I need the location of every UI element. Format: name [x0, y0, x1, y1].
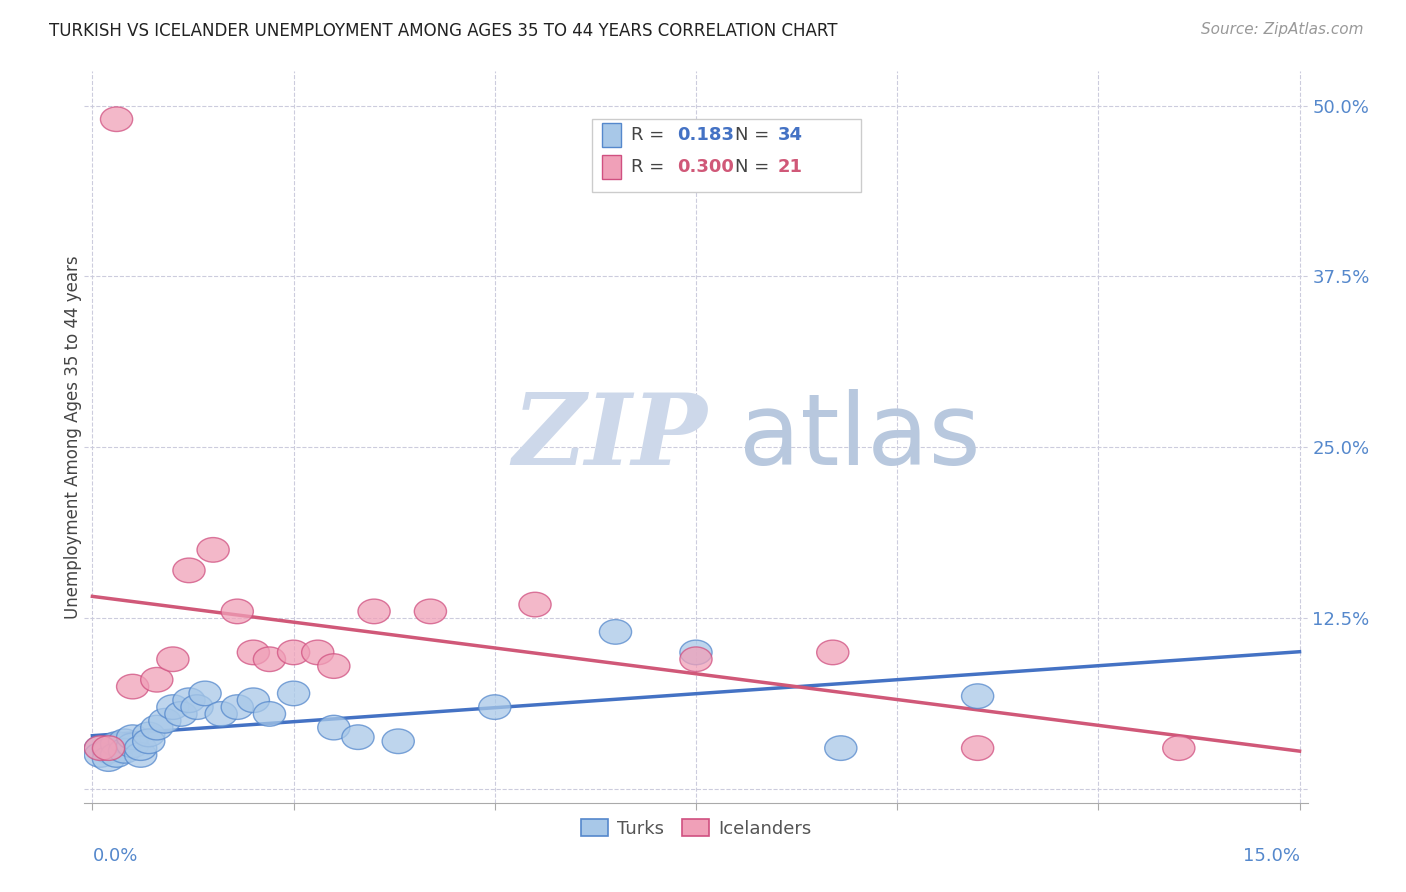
FancyBboxPatch shape: [602, 123, 621, 146]
FancyBboxPatch shape: [592, 119, 860, 192]
Text: 15.0%: 15.0%: [1243, 847, 1299, 864]
Ellipse shape: [277, 640, 309, 665]
Ellipse shape: [962, 736, 994, 760]
Ellipse shape: [173, 688, 205, 713]
Text: N =: N =: [735, 126, 775, 144]
Text: 0.183: 0.183: [678, 126, 734, 144]
Ellipse shape: [277, 681, 309, 706]
Ellipse shape: [117, 725, 149, 749]
Ellipse shape: [681, 640, 711, 665]
Text: Source: ZipAtlas.com: Source: ZipAtlas.com: [1201, 22, 1364, 37]
Ellipse shape: [100, 743, 132, 767]
Ellipse shape: [125, 743, 157, 767]
Ellipse shape: [157, 647, 188, 672]
Ellipse shape: [359, 599, 391, 624]
Ellipse shape: [93, 739, 125, 764]
FancyBboxPatch shape: [602, 155, 621, 179]
Text: 21: 21: [778, 158, 803, 177]
Ellipse shape: [478, 695, 510, 720]
Ellipse shape: [342, 725, 374, 749]
Ellipse shape: [141, 667, 173, 692]
Ellipse shape: [93, 736, 125, 760]
Ellipse shape: [681, 647, 711, 672]
Ellipse shape: [599, 620, 631, 644]
Ellipse shape: [253, 647, 285, 672]
Ellipse shape: [817, 640, 849, 665]
Ellipse shape: [238, 688, 270, 713]
Legend: Turks, Icelanders: Turks, Icelanders: [574, 813, 818, 845]
Ellipse shape: [132, 723, 165, 747]
Ellipse shape: [93, 747, 125, 772]
Ellipse shape: [318, 715, 350, 739]
Ellipse shape: [117, 674, 149, 699]
Ellipse shape: [197, 538, 229, 562]
Ellipse shape: [382, 729, 415, 754]
Ellipse shape: [1163, 736, 1195, 760]
Ellipse shape: [519, 592, 551, 617]
Text: R =: R =: [631, 158, 671, 177]
Ellipse shape: [181, 695, 214, 720]
Ellipse shape: [962, 684, 994, 708]
Text: R =: R =: [631, 126, 671, 144]
Ellipse shape: [84, 736, 117, 760]
Ellipse shape: [108, 739, 141, 764]
Text: TURKISH VS ICELANDER UNEMPLOYMENT AMONG AGES 35 TO 44 YEARS CORRELATION CHART: TURKISH VS ICELANDER UNEMPLOYMENT AMONG …: [49, 22, 838, 40]
Ellipse shape: [108, 729, 141, 754]
Ellipse shape: [125, 736, 157, 760]
Ellipse shape: [149, 708, 181, 733]
Ellipse shape: [302, 640, 333, 665]
Ellipse shape: [221, 599, 253, 624]
Ellipse shape: [253, 702, 285, 726]
Ellipse shape: [132, 729, 165, 754]
Ellipse shape: [825, 736, 856, 760]
Ellipse shape: [165, 702, 197, 726]
Ellipse shape: [173, 558, 205, 582]
Text: 0.0%: 0.0%: [93, 847, 138, 864]
Ellipse shape: [318, 654, 350, 679]
Ellipse shape: [84, 736, 117, 760]
Text: N =: N =: [735, 158, 775, 177]
Ellipse shape: [238, 640, 270, 665]
Text: ZIP: ZIP: [513, 389, 707, 485]
Ellipse shape: [117, 733, 149, 757]
Text: 0.300: 0.300: [678, 158, 734, 177]
Text: atlas: atlas: [738, 389, 980, 485]
Ellipse shape: [415, 599, 447, 624]
Ellipse shape: [205, 702, 238, 726]
Text: 34: 34: [778, 126, 803, 144]
Ellipse shape: [188, 681, 221, 706]
Ellipse shape: [221, 695, 253, 720]
Ellipse shape: [100, 107, 132, 131]
Ellipse shape: [100, 731, 132, 756]
Y-axis label: Unemployment Among Ages 35 to 44 years: Unemployment Among Ages 35 to 44 years: [65, 255, 82, 619]
Ellipse shape: [157, 695, 188, 720]
Ellipse shape: [141, 715, 173, 739]
Ellipse shape: [84, 743, 117, 767]
